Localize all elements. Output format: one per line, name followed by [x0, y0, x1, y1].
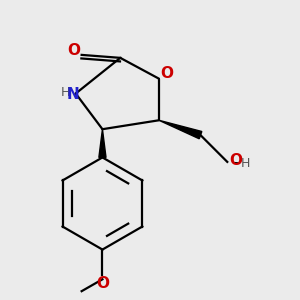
- Text: O: O: [229, 154, 242, 169]
- Text: N: N: [66, 87, 79, 102]
- Polygon shape: [99, 129, 106, 158]
- Text: O: O: [96, 276, 109, 291]
- Text: O: O: [160, 66, 173, 81]
- Text: H: H: [241, 157, 250, 170]
- Polygon shape: [159, 120, 202, 139]
- Text: O: O: [68, 43, 81, 58]
- Text: H: H: [61, 85, 70, 98]
